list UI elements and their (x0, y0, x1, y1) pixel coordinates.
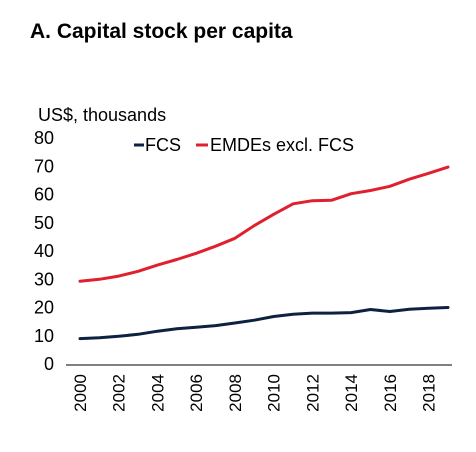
y-tick-label: 10 (34, 326, 54, 346)
x-tick-label: 2000 (71, 374, 90, 412)
y-tick-label: 20 (34, 298, 54, 318)
legend: FCS EMDEs excl. FCS (134, 135, 354, 155)
x-tick-label: 2016 (381, 374, 400, 412)
y-axis-ticks: 0 10 20 30 40 50 60 70 80 (34, 128, 54, 374)
x-tick-label: 2008 (226, 374, 245, 412)
y-tick-label: 0 (44, 354, 54, 374)
x-tick-label: 2002 (110, 374, 129, 412)
x-tick-label: 2006 (187, 374, 206, 412)
series-lines (78, 165, 450, 341)
y-axis-label: US$, thousands (38, 105, 166, 125)
y-tick-label: 70 (34, 156, 54, 176)
series-line-emdes-excl-fcs (78, 165, 450, 283)
legend-label: FCS (145, 135, 181, 155)
y-tick-label: 50 (34, 213, 54, 233)
y-tick-label: 30 (34, 269, 54, 289)
y-tick-label: 60 (34, 185, 54, 205)
chart-title: A. Capital stock per capita (30, 20, 293, 43)
x-tick-label: 2014 (342, 374, 361, 412)
x-tick-label: 2018 (420, 374, 439, 412)
x-tick-label: 2010 (265, 374, 284, 412)
x-tick-label: 2012 (303, 374, 322, 412)
x-tick-label: 2004 (148, 374, 167, 412)
x-axis-ticks: 2000 2002 2004 2006 2008 2010 2012 2014 2016 2018 (71, 374, 439, 412)
legend-label: EMDEs excl. FCS (210, 135, 354, 155)
series-line-fcs (78, 306, 450, 341)
y-tick-label: 80 (34, 128, 54, 148)
y-tick-label: 40 (34, 241, 54, 261)
